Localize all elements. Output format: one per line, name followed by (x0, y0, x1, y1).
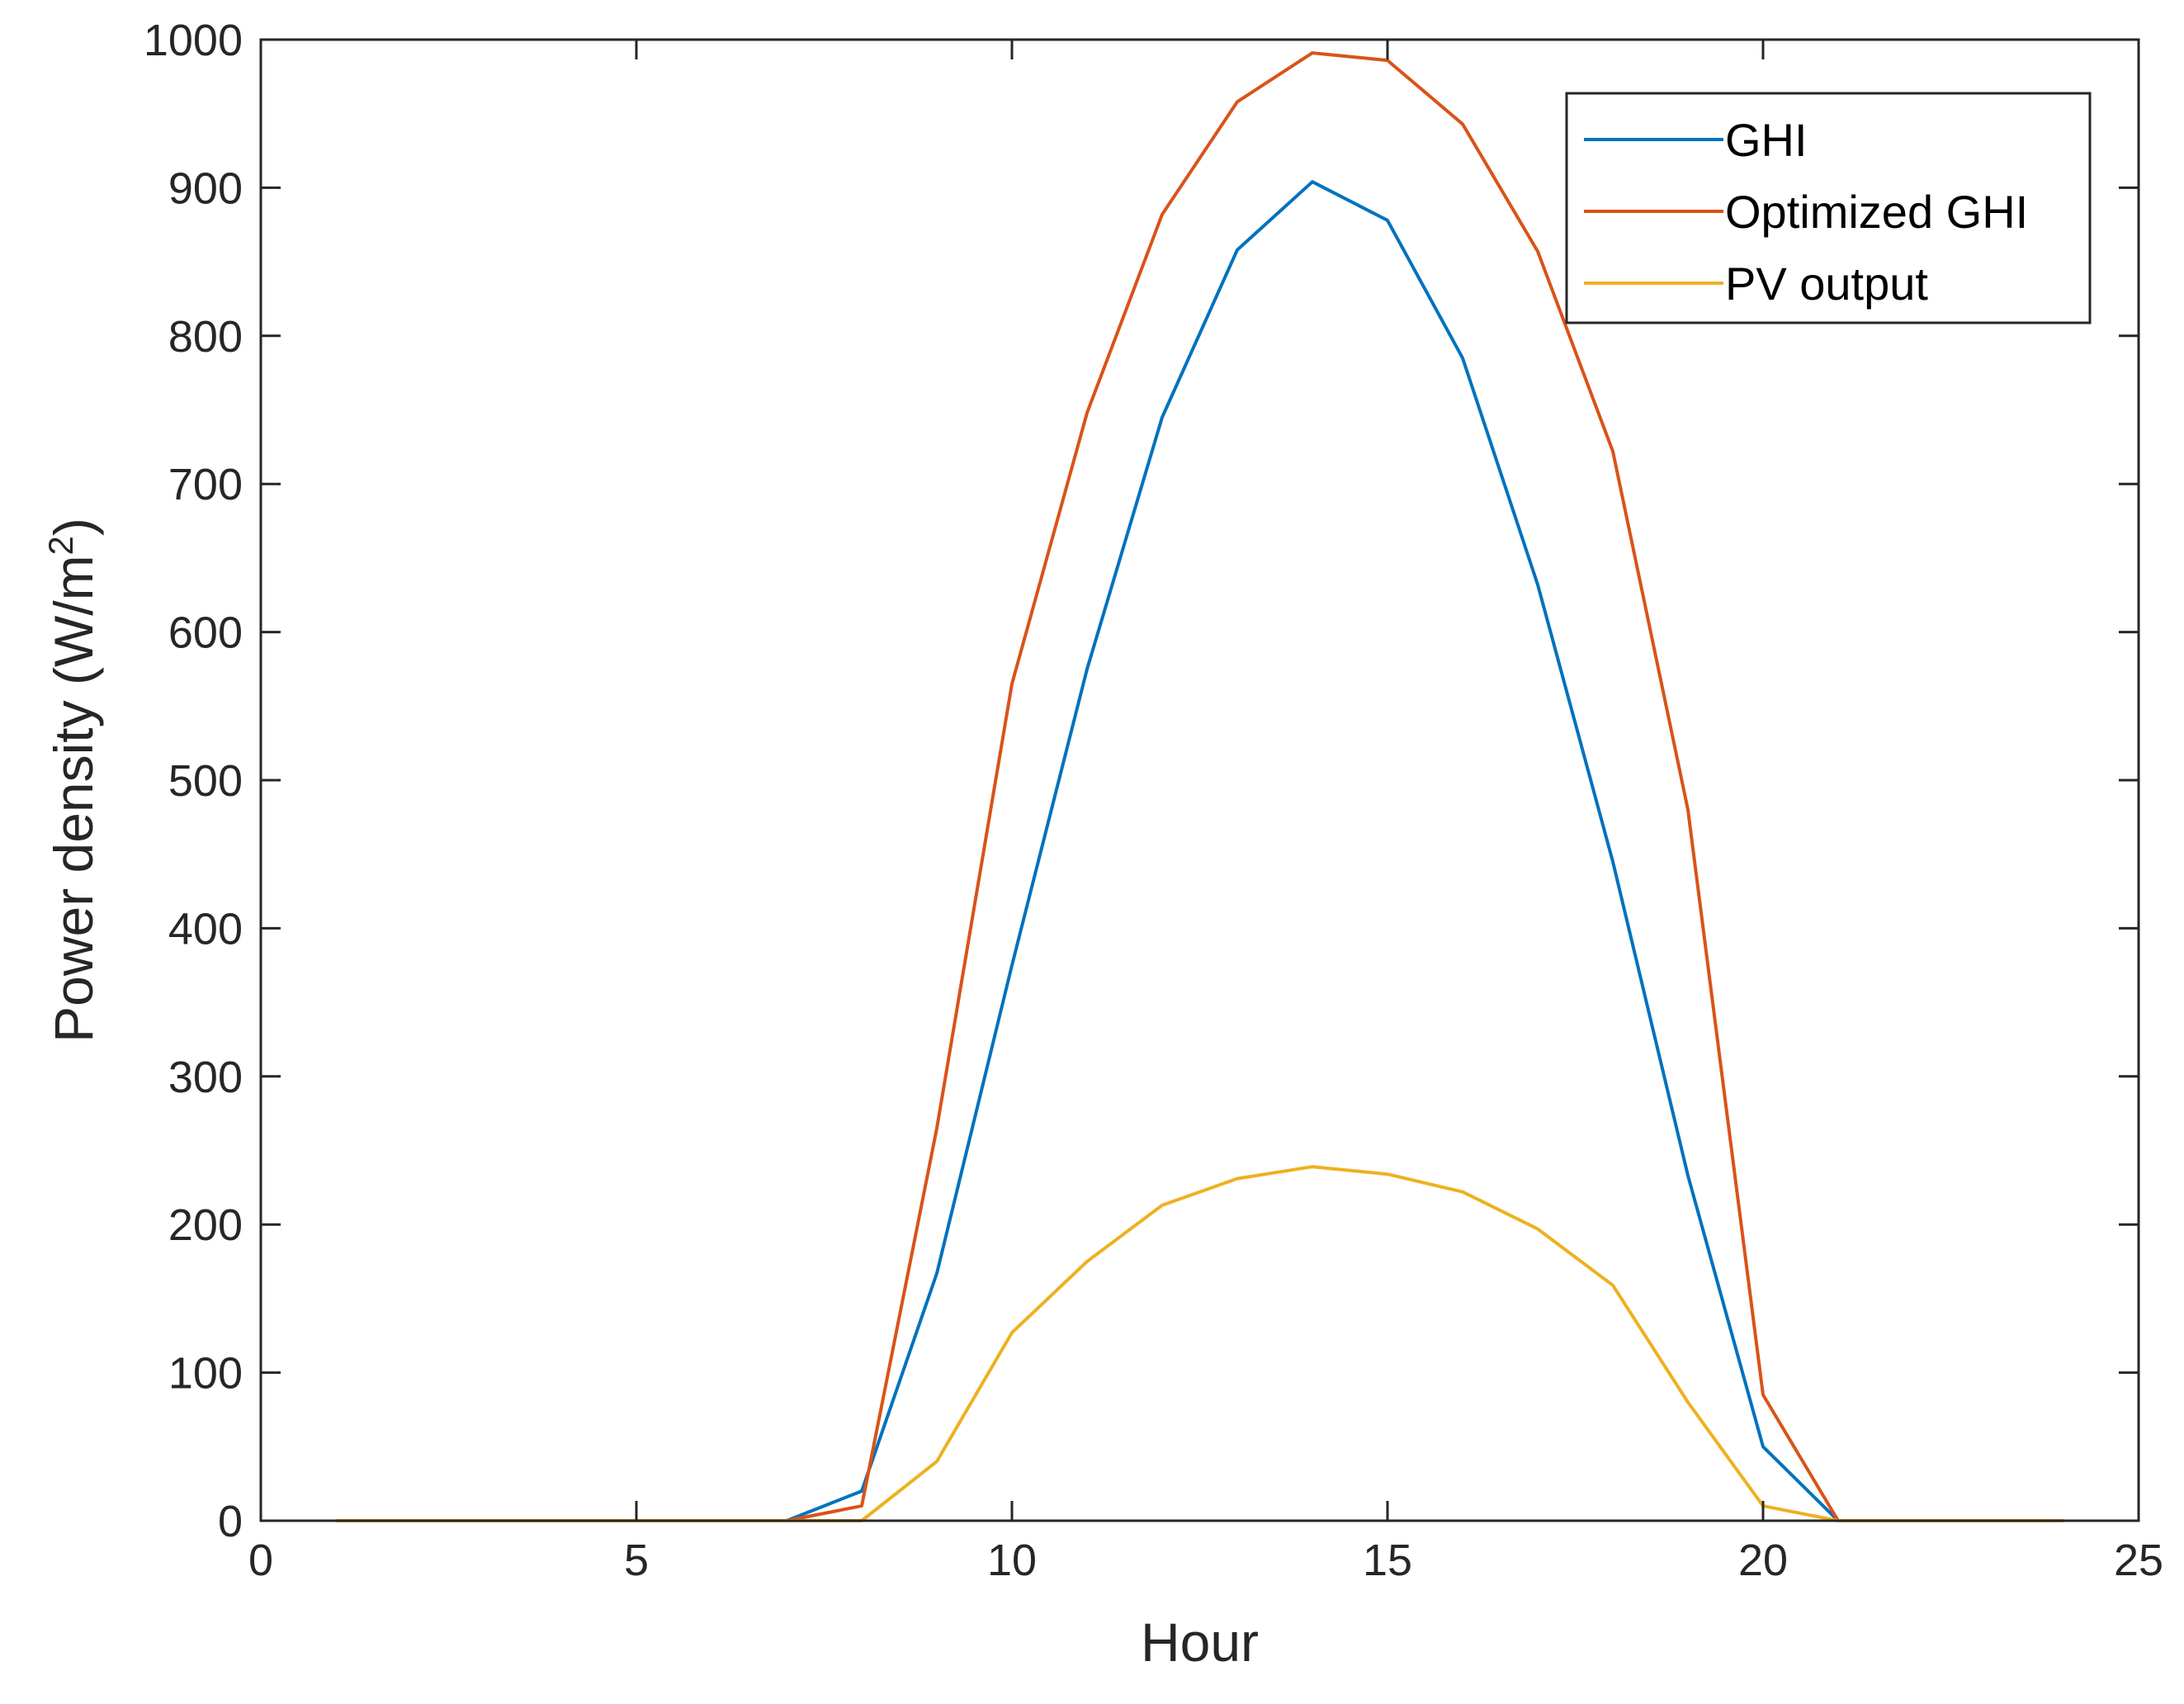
y-tick-label: 500 (168, 756, 243, 806)
y-axis-title-main: Power density (W/m (43, 555, 104, 1042)
legend-label: GHI (1725, 114, 1808, 166)
y-tick-label: 900 (168, 163, 243, 213)
tick-layer: 0 5 10 15 20 25 0 100 200 300 400 500 600 700 800 900 10… (144, 16, 2163, 1585)
y-tick-label: 400 (168, 904, 243, 954)
y-tick-label: 800 (168, 312, 243, 362)
y-tick-label: 600 (168, 608, 243, 658)
y-axis-title-superscript: 2 (41, 536, 80, 555)
legend-label: PV output (1725, 258, 1928, 310)
x-tick-label: 20 (1738, 1536, 1788, 1585)
y-tick-label: 200 (168, 1200, 243, 1250)
legend-label: Optimized GHI (1725, 186, 2028, 238)
y-axis-title: Power density (W/m2) (41, 518, 104, 1043)
x-tick-label: 10 (987, 1536, 1037, 1585)
y-tick-label: 700 (168, 460, 243, 509)
x-tick-label: 25 (2114, 1536, 2163, 1585)
x-tick-label: 0 (248, 1536, 273, 1585)
y-tick-label: 300 (168, 1053, 243, 1102)
y-tick-label: 100 (168, 1349, 243, 1399)
y-tick-label: 1000 (144, 16, 243, 65)
x-tick-label: 5 (624, 1536, 649, 1585)
y-axis-title-end: ) (43, 518, 104, 536)
y-tick-label: 0 (218, 1497, 243, 1546)
x-axis-title: Hour (1141, 1612, 1259, 1673)
x-tick-label: 15 (1363, 1536, 1412, 1585)
legend: GHI Optimized GHI PV output (1565, 92, 2092, 324)
